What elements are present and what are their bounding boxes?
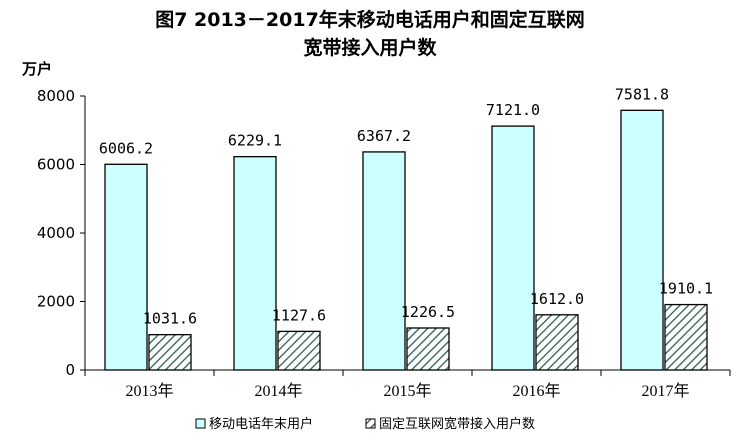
legend-swatch-series-1 (195, 418, 206, 429)
x-tick-label: 2017年 (641, 382, 689, 400)
legend-swatch-series-2 (365, 418, 376, 429)
bar-series-1 (362, 151, 406, 371)
bar-series-2 (664, 303, 708, 371)
data-label-series-1: 6229.1 (228, 132, 282, 150)
bar-series-2 (406, 327, 450, 371)
x-tick-label: 2014年 (254, 382, 302, 400)
data-label-series-1: 6367.2 (357, 127, 411, 145)
data-label-series-2: 1031.6 (143, 310, 197, 328)
bar-series-1 (620, 109, 664, 371)
bar-series-1 (491, 125, 535, 371)
bar-series-2 (148, 334, 192, 371)
y-tick-label: 6000 (37, 156, 75, 174)
data-label-series-2: 1226.5 (401, 303, 455, 321)
data-label-series-1: 7581.8 (615, 85, 669, 103)
data-labels: 6006.2 6229.1 6367.2 7121.0 7581.8 1031.6 1127… (99, 85, 713, 327)
legend-label-series-2: 固定互联网宽带接入用户数 (379, 416, 535, 432)
bar-series-2 (535, 314, 579, 371)
data-label-series-1: 6006.2 (99, 139, 153, 157)
x-tick-label: 2015年 (383, 382, 431, 400)
data-label-series-2: 1612.0 (530, 290, 584, 308)
x-tick-label: 2013年 (125, 382, 173, 400)
y-tick-label: 2000 (37, 293, 75, 311)
legend-label-series-1: 移动电话年末用户 (209, 416, 313, 432)
chart-title: 图7 2013－2017年末移动电话用户和固定互联网 宽带接入用户数 (0, 6, 740, 62)
y-tick-label: 0 (65, 361, 75, 379)
chart-title-line-2: 宽带接入用户数 (303, 37, 437, 59)
bar-series-1 (233, 156, 277, 371)
bar-series-2 (277, 330, 321, 371)
y-tick-label: 8000 (37, 87, 75, 105)
chart-title-line-1: 图7 2013－2017年末移动电话用户和固定互联网 (155, 9, 585, 31)
data-label-series-2: 1127.6 (272, 306, 326, 324)
legend: 移动电话年末用户 固定互联网宽带接入用户数 (195, 416, 535, 432)
bar-series-1 (104, 163, 148, 371)
data-label-series-2: 1910.1 (659, 280, 713, 298)
bars (104, 109, 708, 371)
data-label-series-1: 7121.0 (486, 101, 540, 119)
x-tick-label: 2016年 (512, 382, 560, 400)
y-axis-unit-label: 万户 (21, 60, 52, 78)
y-tick-label: 4000 (37, 224, 75, 242)
